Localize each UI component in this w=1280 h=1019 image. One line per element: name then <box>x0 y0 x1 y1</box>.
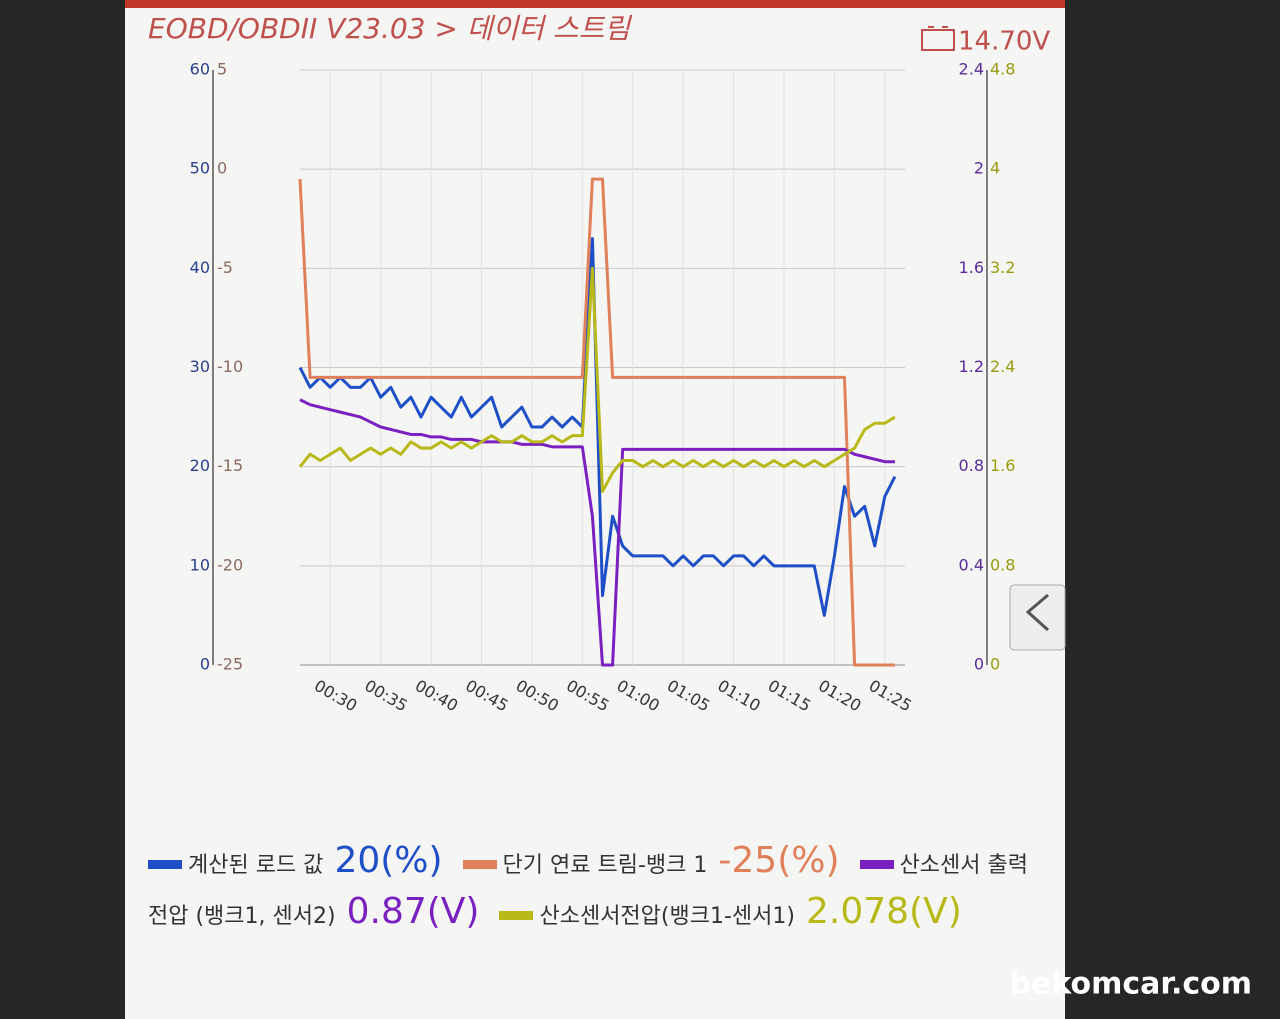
y4-tick-label: 1.6 <box>990 456 1015 475</box>
legend-label: 산소센서 출력전압 (뱅크1, 센서2) <box>148 853 1028 929</box>
battery-icon <box>921 26 955 51</box>
y-tick-label: 10 <box>190 555 210 574</box>
y2-tick-label: 5 <box>217 60 227 79</box>
legend-swatch <box>859 859 894 869</box>
y3-tick-label: 2 <box>974 159 984 178</box>
y-tick-label: 50 <box>190 159 210 178</box>
y4-tick-label: 0.8 <box>990 555 1015 574</box>
y2-tick-label: -5 <box>217 258 233 277</box>
series-line <box>298 177 895 667</box>
x-tick-label: 01:00 <box>614 676 663 716</box>
y2-tick-label: 0 <box>217 159 227 178</box>
x-tick-label: 00:40 <box>412 676 461 716</box>
y2-tick-label: -15 <box>217 456 243 475</box>
x-tick-label: 01:15 <box>765 676 814 716</box>
x-tick-label: 01:10 <box>714 676 763 716</box>
back-arrow[interactable] <box>1025 593 1050 632</box>
legend: 계산된 로드 값 20(%) 단기 연료 트림-뱅크 1 -25(%) 산소센서 출… <box>148 838 1028 940</box>
y2-tick-label: -20 <box>217 555 243 574</box>
legend-reading: 0.87(V) <box>346 891 480 932</box>
y3-tick-label: 1.2 <box>959 357 984 376</box>
header-title: EOBD/OBDII V23.03 > 데이터 스트림 <box>148 12 632 45</box>
x-tick-label: 00:45 <box>462 676 511 716</box>
y3-tick-label: 1.6 <box>959 258 984 277</box>
side-button[interactable] <box>1009 584 1066 651</box>
y-tick-label: 0 <box>200 655 210 674</box>
x-tick-label: 01:25 <box>866 676 915 716</box>
legend-swatch <box>499 910 534 920</box>
legend-swatch <box>462 859 497 869</box>
x-tick-label: 00:35 <box>361 676 410 716</box>
y-tick-label: 60 <box>190 60 210 79</box>
legend-reading: -25(%) <box>718 840 840 881</box>
x-tick-label: 00:55 <box>563 676 612 716</box>
x-tick-label: 00:30 <box>311 676 360 716</box>
series-line <box>298 237 897 617</box>
watermark: bekomcar.com <box>1010 967 1252 1002</box>
y-tick-label: 40 <box>190 258 210 277</box>
y4-tick-label: 4.8 <box>990 60 1015 79</box>
y3-tick-label: 0.4 <box>959 555 984 574</box>
x-tick-label: 01:05 <box>664 676 713 716</box>
x-tick-label: 00:50 <box>513 676 562 716</box>
y4-tick-label: 0 <box>990 655 1000 674</box>
y4-tick-label: 3.2 <box>990 258 1015 277</box>
top-bar <box>125 0 1065 8</box>
legend-label: 단기 연료 트림-뱅크 1 <box>502 853 708 878</box>
y4-tick-label: 4 <box>990 159 1000 178</box>
legend-label: 산소센서전압(뱅크1-센서1) <box>539 904 795 929</box>
series-line <box>298 266 896 493</box>
y3-tick-label: 2.4 <box>959 60 984 79</box>
y-tick-label: 30 <box>190 357 210 376</box>
x-tick-label: 01:20 <box>815 676 864 716</box>
legend-reading: 20(%) <box>334 840 443 881</box>
screen <box>125 0 1065 1019</box>
y2-tick-label: -25 <box>217 655 243 674</box>
y4-tick-label: 2.4 <box>990 357 1015 376</box>
legend-label: 계산된 로드 값 <box>188 853 324 878</box>
legend-reading: 2.078(V) <box>805 891 962 932</box>
y3-tick-label: 0.8 <box>959 456 984 475</box>
legend-swatch <box>148 859 182 869</box>
y2-tick-label: -10 <box>217 357 243 376</box>
battery-voltage: 14.70V <box>958 27 1050 57</box>
y-tick-label: 20 <box>190 456 210 475</box>
y3-tick-label: 0 <box>974 655 984 674</box>
series-line <box>299 398 895 667</box>
